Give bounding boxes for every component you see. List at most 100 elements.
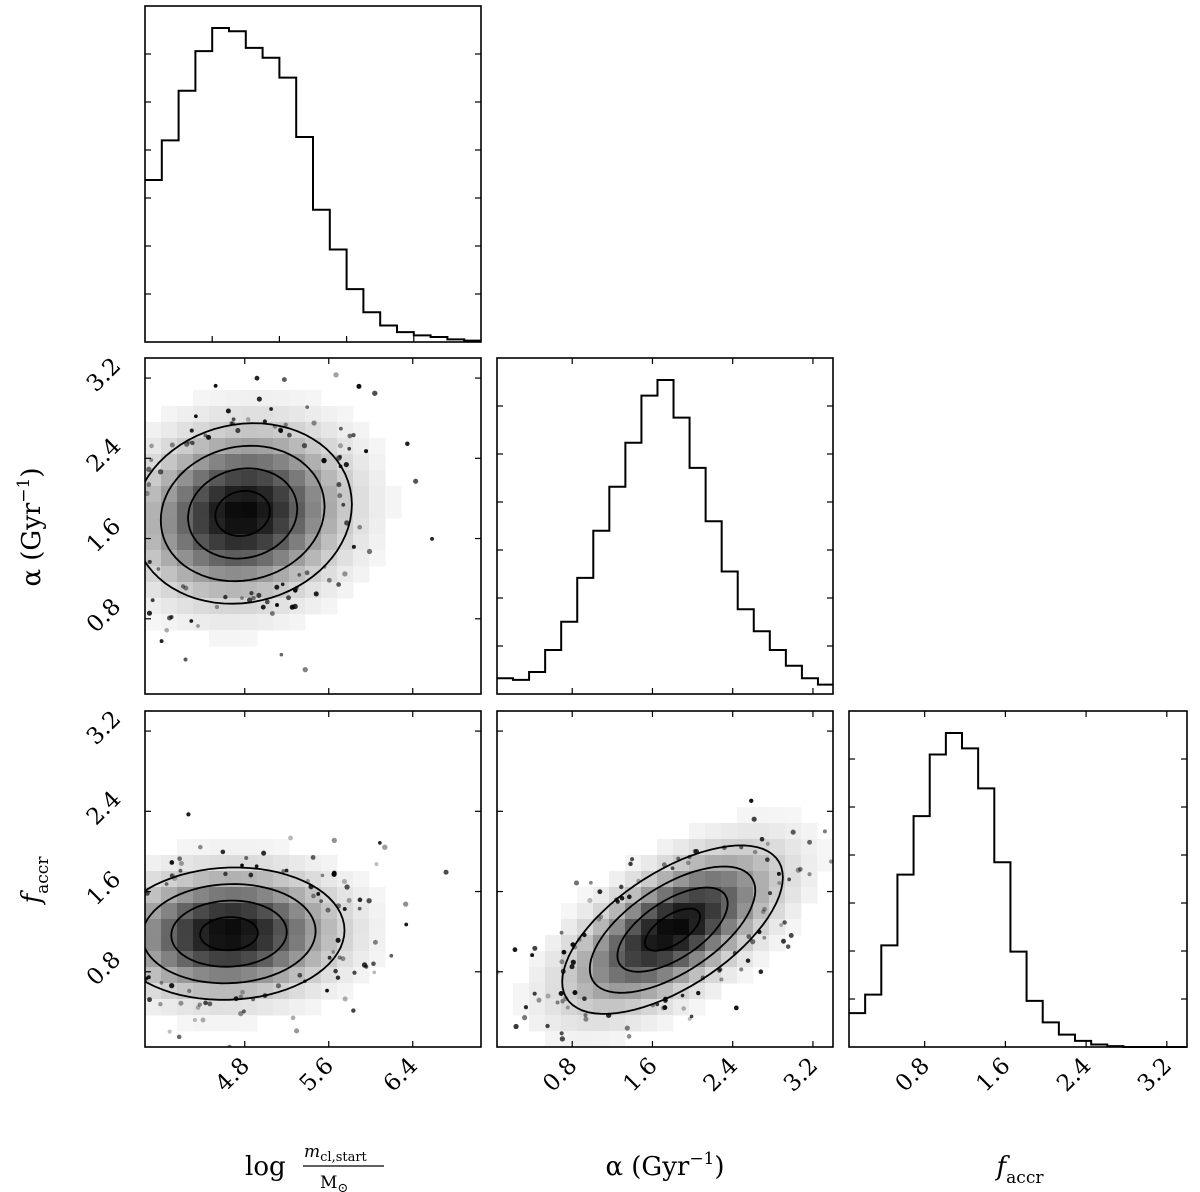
density-cell: [145, 438, 162, 455]
contour-line: [145, 866, 346, 1001]
density-cell: [305, 422, 322, 439]
scatter-point: [558, 990, 564, 996]
scatter-point: [183, 585, 189, 591]
density-cell: [385, 486, 402, 503]
density-cell: [145, 566, 162, 583]
scatter-point: [194, 414, 198, 419]
scatter-point: [750, 939, 756, 945]
density-cell: [305, 582, 322, 599]
density-cell: [161, 951, 178, 968]
density-cell: [609, 935, 626, 952]
density-cell: [145, 502, 162, 519]
scatter-point: [278, 429, 283, 434]
density-cell: [241, 534, 258, 551]
scatter-point: [545, 993, 551, 999]
scatter-point: [512, 947, 518, 953]
density-cell: [369, 454, 386, 471]
density-cell: [353, 935, 370, 952]
scatter-point: [347, 446, 352, 451]
density-cell: [705, 823, 722, 840]
density-cell: [721, 871, 738, 888]
density-cell: [353, 486, 370, 503]
density-cell: [737, 967, 754, 984]
density-cell: [241, 454, 258, 471]
density-cell: [593, 951, 610, 968]
density-cell: [593, 887, 610, 904]
density-cell: [145, 486, 162, 503]
density-cell: [337, 919, 354, 936]
scatter-point: [281, 377, 287, 383]
density-cell: [321, 518, 338, 535]
density-cell: [177, 422, 194, 439]
scatter-point: [225, 408, 231, 414]
scatter-point: [240, 596, 244, 600]
scatter-point: [342, 996, 348, 1002]
density-cell: [289, 614, 306, 631]
density-cell: [225, 502, 242, 519]
scatter-point: [572, 990, 578, 996]
scatter-point: [274, 584, 280, 590]
scatter-point: [254, 864, 259, 869]
density-cell: [161, 887, 178, 904]
density-cell: [641, 871, 658, 888]
scatter-point: [337, 443, 344, 449]
density-cell: [353, 566, 370, 583]
scatter-point: [560, 999, 565, 1004]
density-cell: [321, 438, 338, 455]
density-cell: [337, 887, 354, 904]
density-cell: [737, 807, 754, 824]
density-cell: [273, 502, 290, 519]
density-cell: [209, 887, 226, 904]
scatter-point: [262, 419, 267, 424]
scatter-point: [195, 1005, 201, 1010]
density-cell: [241, 422, 258, 439]
contour-line: [616, 886, 729, 973]
scatter-point: [192, 1017, 198, 1023]
density-cell: [737, 839, 754, 856]
contour-line: [588, 865, 757, 994]
scatter-point: [828, 859, 833, 864]
density-cell: [225, 919, 242, 936]
density-cell: [609, 1031, 626, 1047]
scatter-point: [220, 849, 226, 855]
scatter-point: [382, 844, 388, 850]
density-cell: [305, 598, 322, 615]
density-cell: [705, 887, 722, 904]
density-cell: [289, 406, 306, 423]
density-cell: [577, 919, 594, 936]
scatter-point: [331, 950, 336, 954]
density-cell: [593, 903, 610, 920]
scatter-point: [344, 884, 350, 890]
density-cell: [321, 855, 338, 872]
density-cell: [257, 390, 274, 407]
density-cell: [177, 406, 194, 423]
density-cell: [657, 967, 674, 984]
density-layer: [497, 798, 833, 1047]
scatter-point: [719, 977, 724, 982]
density-cell: [289, 919, 306, 936]
contour-line: [145, 422, 353, 605]
density-cell: [193, 935, 210, 952]
density-cell: [209, 582, 226, 599]
density-cell: [305, 454, 322, 471]
density-cell: [273, 951, 290, 968]
scatter-point: [178, 860, 184, 866]
scatter-point: [167, 1029, 172, 1034]
density-cell: [321, 983, 338, 1000]
scatter-point: [559, 1031, 564, 1036]
scatter-point: [159, 980, 164, 985]
scatter-point: [798, 866, 803, 872]
density-cell: [145, 935, 162, 952]
density-cell: [769, 807, 786, 824]
scatter-point: [405, 441, 410, 447]
density-cell: [785, 903, 802, 920]
scatter-point: [156, 567, 161, 571]
density-cell: [369, 903, 386, 920]
density-cell: [353, 422, 370, 439]
scatter-point: [333, 372, 339, 378]
scatter-point: [269, 611, 275, 616]
density-cell: [209, 614, 226, 631]
density-cell: [657, 871, 674, 888]
scatter-point: [765, 857, 770, 862]
density-cell: [305, 470, 322, 487]
